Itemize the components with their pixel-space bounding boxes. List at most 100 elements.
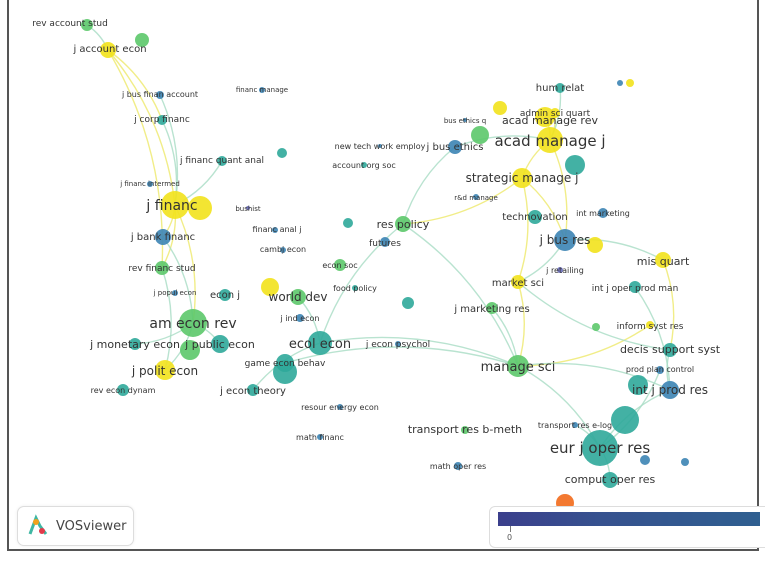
network-node[interactable] [317, 434, 323, 440]
network-node[interactable] [681, 458, 689, 466]
node-label[interactable]: j marketing res [453, 304, 529, 315]
network-node[interactable] [471, 126, 489, 144]
network-node[interactable] [211, 335, 229, 353]
node-label[interactable]: j financ quant anal [179, 156, 264, 166]
node-label[interactable]: technovation [502, 212, 568, 223]
network-node[interactable] [463, 118, 467, 122]
network-node[interactable] [117, 384, 129, 396]
network-node[interactable] [280, 247, 286, 253]
network-node[interactable] [572, 422, 578, 428]
node-label[interactable]: manage sci [481, 360, 556, 375]
node-label[interactable]: rev econ dynam [91, 386, 156, 395]
network-node[interactable] [656, 366, 664, 374]
network-node[interactable] [663, 343, 677, 357]
node-label[interactable]: j bank financ [130, 232, 195, 243]
node-label[interactable]: j corp financ [133, 115, 190, 125]
network-node[interactable] [565, 155, 585, 175]
network-node[interactable] [511, 275, 525, 289]
network-node[interactable] [626, 79, 634, 87]
node-label[interactable]: j econ theory [219, 386, 286, 397]
network-node[interactable] [135, 33, 149, 47]
node-label[interactable]: inform syst res [617, 322, 684, 332]
network-node[interactable] [554, 229, 576, 251]
network-node[interactable] [448, 140, 462, 154]
network-node[interactable] [661, 381, 679, 399]
network-node[interactable] [155, 261, 169, 275]
network-node[interactable] [402, 297, 414, 309]
network-node[interactable] [337, 404, 343, 410]
node-label[interactable]: bushist [235, 205, 261, 213]
network-node[interactable] [628, 375, 648, 395]
network-node[interactable] [493, 101, 507, 115]
node-label[interactable]: resour energy econ [301, 403, 379, 412]
network-node[interactable] [378, 144, 382, 148]
node-label[interactable]: eur j oper res [550, 439, 651, 457]
node-label[interactable]: j econ psychol [365, 340, 430, 350]
node-label[interactable]: j monetary econ [89, 338, 180, 351]
network-node[interactable] [217, 156, 227, 166]
network-node[interactable] [395, 216, 411, 232]
network-node[interactable] [555, 83, 565, 93]
node-label[interactable]: j bus res [539, 233, 591, 247]
node-label[interactable]: ecol econ [289, 337, 351, 352]
network-node[interactable] [155, 229, 171, 245]
network-node[interactable] [380, 237, 390, 247]
network-node[interactable] [180, 340, 200, 360]
network-node[interactable] [261, 278, 279, 296]
network-node[interactable] [486, 302, 498, 314]
network-node[interactable] [272, 227, 278, 233]
network-node[interactable] [640, 455, 650, 465]
node-label[interactable]: cambj econ [260, 245, 306, 254]
node-label[interactable]: j polit econ [131, 364, 198, 378]
node-label[interactable]: j financ intermed [119, 180, 180, 188]
network-node[interactable] [277, 148, 287, 158]
network-node[interactable] [259, 87, 265, 93]
network-node[interactable] [276, 354, 294, 372]
network-node[interactable] [246, 206, 250, 210]
network-node[interactable] [179, 309, 207, 337]
node-label[interactable]: market sci [492, 278, 544, 289]
node-label[interactable]: j account econ [72, 44, 146, 55]
node-label[interactable]: food policy [333, 284, 377, 293]
network-node[interactable] [172, 290, 178, 296]
node-label[interactable]: res policy [377, 218, 430, 231]
network-node[interactable] [598, 208, 608, 218]
node-label[interactable]: mis quart [637, 255, 690, 268]
node-label[interactable]: j public econ [184, 338, 255, 351]
node-label[interactable]: math oper res [430, 462, 486, 471]
node-label[interactable]: world dev [269, 290, 328, 304]
network-node[interactable] [156, 91, 164, 99]
network-node[interactable] [535, 107, 555, 127]
network-node[interactable] [147, 181, 153, 187]
network-node[interactable] [512, 168, 532, 188]
network-node[interactable] [343, 218, 353, 228]
node-label[interactable]: transport res b-meth [408, 423, 522, 436]
node-label[interactable]: account org soc [332, 161, 396, 170]
node-label[interactable]: comput oper res [565, 473, 656, 486]
network-node[interactable] [155, 360, 175, 380]
network-node[interactable] [528, 210, 542, 224]
network-node[interactable] [557, 267, 563, 273]
node-label[interactable]: r&d manage [454, 194, 498, 202]
network-node[interactable] [629, 281, 641, 293]
node-label[interactable]: econ j [210, 290, 240, 301]
node-label[interactable]: decis support syst [620, 343, 721, 356]
network-node[interactable] [100, 42, 116, 58]
node-label[interactable]: financ manage [236, 86, 288, 94]
node-label[interactable]: strategic manage j [466, 171, 579, 185]
node-label[interactable]: admin sci quart [520, 109, 591, 119]
network-node[interactable] [507, 355, 529, 377]
network-node[interactable] [157, 115, 167, 125]
network-node[interactable] [454, 462, 462, 470]
node-label[interactable]: j bus finan account [121, 90, 198, 99]
node-label[interactable]: new tech work employ [335, 142, 426, 151]
network-node[interactable] [461, 426, 469, 434]
network-node[interactable] [587, 237, 603, 253]
network-node[interactable] [617, 80, 623, 86]
node-label[interactable]: acad manage j [494, 132, 605, 150]
network-node[interactable] [361, 162, 367, 168]
network-node[interactable] [473, 194, 479, 200]
network-node[interactable] [296, 314, 304, 322]
network-node[interactable] [290, 289, 306, 305]
network-node[interactable] [592, 323, 600, 331]
